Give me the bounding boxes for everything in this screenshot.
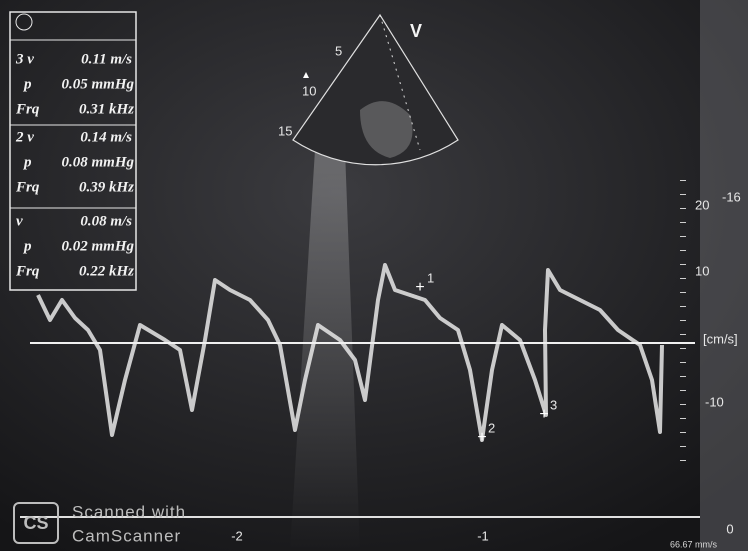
watermark-logo-text: CS [23, 513, 48, 533]
depth-label: 15 [278, 123, 292, 138]
time-tick: -1 [477, 528, 489, 543]
watermark-logo [13, 502, 59, 544]
marker-label: 3 [550, 397, 557, 412]
sector-mode: V [410, 21, 422, 41]
sweep-speed: 66.67 mm/s [670, 539, 718, 549]
watermark-text: CamScanner [72, 526, 181, 545]
sector-image [292, 13, 459, 166]
light-glare [290, 150, 360, 551]
cursor-line [379, 14, 421, 151]
velocity-label: 3 v [15, 51, 34, 67]
velocity-value: 0.08 m/s [80, 213, 132, 229]
time-tick: -2 [231, 528, 243, 543]
logo [15, 13, 33, 31]
pressure-label: p [22, 76, 32, 92]
caliper-cross: + [539, 406, 548, 423]
velocity-label: 2 v [15, 129, 34, 145]
pressure-label: p [22, 238, 32, 254]
velocity-tick: 10 [695, 263, 709, 278]
scale-corner: -16 [722, 189, 741, 204]
velocity-label: v [16, 213, 23, 229]
caliper-cross: + [477, 429, 486, 446]
marker-label: 2 [488, 420, 495, 435]
caliper-markers: + 1 + 2 + 3 [415, 270, 557, 446]
frequency-value: 0.39 kHz [79, 179, 134, 195]
frequency-label: Frq [15, 101, 40, 117]
depth-marker [303, 72, 309, 78]
frequency-value: 0.22 kHz [79, 263, 134, 279]
depth-label: 10 [302, 83, 316, 98]
velocity-value: 0.11 m/s [81, 51, 132, 67]
screen-edge [700, 0, 748, 551]
measurement-panel [9, 11, 137, 291]
time-tick: 0 [726, 521, 733, 536]
velocity-unit: [cm/s] [703, 331, 738, 346]
doppler-waveform [36, 263, 664, 442]
velocity-value: 0.14 m/s [80, 129, 132, 145]
pressure-value: 0.05 mmHg [61, 76, 134, 92]
frequency-label: Frq [15, 179, 40, 195]
velocity-tick: -10 [705, 394, 724, 409]
pressure-label: p [22, 154, 32, 170]
marker-label: 1 [427, 270, 434, 285]
depth-label: 5 [335, 43, 342, 58]
cardiac-image [360, 101, 413, 158]
watermark-text: Scanned with [72, 502, 186, 521]
velocity-tick: 20 [695, 197, 709, 212]
measurements: 3 v 0.11 m/s p 0.05 mmHg Frq 0.31 kHz 2 v 0.14 … [15, 51, 134, 279]
pressure-value: 0.02 mmHg [61, 238, 134, 254]
frequency-label: Frq [15, 263, 40, 279]
pressure-value: 0.08 mmHg [61, 154, 134, 170]
caliper-cross: + [415, 279, 424, 296]
panel-frame [9, 11, 137, 291]
frequency-value: 0.31 kHz [79, 101, 134, 117]
